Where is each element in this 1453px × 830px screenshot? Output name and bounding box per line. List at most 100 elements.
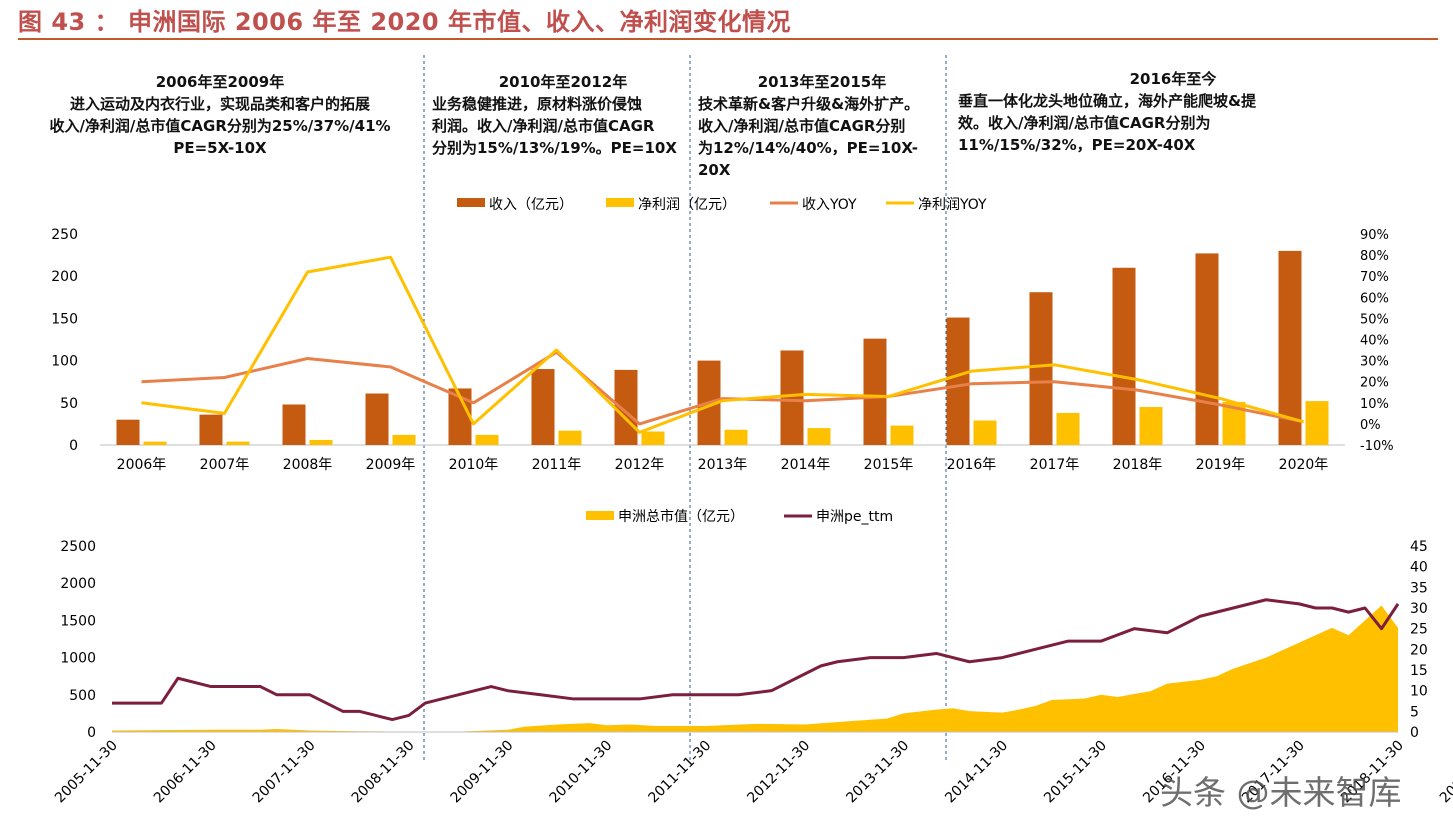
chart1-revenue-bar xyxy=(531,369,555,445)
chart2-legend-label: 申洲pe_ttm xyxy=(816,509,893,525)
chart1-category-label: 2010年 xyxy=(449,457,499,473)
chart1-left-tick-label: 150 xyxy=(51,311,78,327)
chart1-legend-swatch xyxy=(606,198,634,207)
chart1-legend-label: 净利润（亿元） xyxy=(638,197,736,213)
chart2-date-label: 2007-11-30 xyxy=(250,738,319,807)
phase-1-line-2: 收入/净利润/总市值CAGR分别为25%/37%/41% xyxy=(49,117,391,135)
chart1-revenue-bar xyxy=(863,338,887,445)
chart1-category-label: 2012年 xyxy=(615,457,665,473)
phase-4-line-1: 垂直一体化龙头地位确立，海外产能爬坡&提 xyxy=(958,92,1257,110)
figure-title: 图 43 ： 申洲国际 2006 年至 2020 年市值、收入、净利润变化情况 xyxy=(18,8,791,36)
chart1-net-profit-bar xyxy=(1056,412,1080,445)
chart1-right-tick-label: 50% xyxy=(1360,312,1389,327)
chart2-left-tick-label: 2000 xyxy=(60,576,96,592)
phase-4-line-3: 11%/15%/32%，PE=20X-40X xyxy=(958,136,1196,154)
chart2-date-label: 2014-11-30 xyxy=(942,738,1011,807)
phase-4-heading: 2016年至今 xyxy=(1129,70,1217,88)
phase-3-note: 2013年至2015年 技术革新&客户升级&海外扩产。 收入/净利润/总市值CA… xyxy=(698,71,946,181)
title-rule xyxy=(18,38,1438,40)
chart1-net-profit-bar xyxy=(143,441,167,445)
chart1-right-tick-label: 10% xyxy=(1360,397,1389,412)
chart1-category-label: 2020年 xyxy=(1279,457,1329,473)
chart2-left-tick-label: 0 xyxy=(87,725,96,741)
chart1-revenue-bar xyxy=(1029,292,1053,445)
chart1-right-tick-label: 40% xyxy=(1360,334,1389,349)
chart1-revenue-bar xyxy=(365,393,389,445)
chart1-legend-label: 收入YOY xyxy=(802,197,857,213)
chart1-revenue-bar xyxy=(448,388,472,445)
chart2-date-label: 2010-11-30 xyxy=(547,738,616,807)
chart1-category-label: 2014年 xyxy=(781,457,831,473)
chart2-date-label: 2013-11-30 xyxy=(843,738,912,807)
chart1-category-label: 2013年 xyxy=(698,457,748,473)
phase-1-heading: 2006年至2009年 xyxy=(155,73,285,91)
chart1-category-label: 2015年 xyxy=(864,457,914,473)
chart1-net-profit-bar xyxy=(475,434,499,445)
chart2-date-label: 2009-11-30 xyxy=(448,738,517,807)
chart2-right-tick-label: 15 xyxy=(1410,663,1428,679)
chart1-category-label: 2017年 xyxy=(1030,457,1080,473)
chart1-net-profit-bar xyxy=(1222,401,1246,445)
phase-2-line-3: 分别为15%/13%/19%。PE=10X xyxy=(432,139,677,157)
chart1-revenue-bar xyxy=(1278,250,1302,445)
chart1-revenue-bar xyxy=(199,414,223,445)
chart2-left-tick-label: 1500 xyxy=(60,613,96,629)
chart2-right-tick-label: 35 xyxy=(1410,580,1428,596)
chart1-left-tick-label: 100 xyxy=(51,354,78,370)
chart1-revenue-bar xyxy=(1112,267,1136,445)
chart2-left-tick-label: 1000 xyxy=(60,651,96,667)
chart1-category-label: 2011年 xyxy=(532,457,582,473)
chart1-revenue-bar xyxy=(614,369,638,445)
chart1-net-profit-bar xyxy=(392,434,416,445)
chart2-date-label: 2012-11-30 xyxy=(744,738,813,807)
chart1-net-profit-bar xyxy=(309,439,333,445)
chart2-date-label: 2019-11-30 xyxy=(1437,738,1453,807)
chart2-right-tick-label: 0 xyxy=(1410,725,1419,741)
chart1-net-profit-yoy-line xyxy=(141,255,1304,434)
chart2-market-cap-area xyxy=(112,605,1398,732)
phase-4-line-2: 效。收入/净利润/总市值CAGR分别为 xyxy=(958,114,1211,132)
phase-4-note: 2016年至今 垂直一体化龙头地位确立，海外产能爬坡&提 效。收入/净利润/总市… xyxy=(958,68,1388,156)
phase-3-heading: 2013年至2015年 xyxy=(757,73,887,91)
chart2-date-label: 2011-11-30 xyxy=(646,738,715,807)
chart2-right-tick-label: 20 xyxy=(1410,642,1428,658)
chart1-category-label: 2018年 xyxy=(1113,457,1163,473)
chart2-legend-swatch xyxy=(586,511,614,520)
chart1-category-label: 2009年 xyxy=(366,457,416,473)
chart2-date-label: 2006-11-30 xyxy=(151,738,220,807)
chart1-revenue-bar xyxy=(282,404,306,445)
chart2-date-label: 2015-11-30 xyxy=(1041,738,1110,807)
chart1-category-label: 2007年 xyxy=(200,457,250,473)
chart2-legend-label: 申洲总市值（亿元） xyxy=(618,508,744,525)
chart1-net-profit-bar xyxy=(973,420,997,445)
chart1-revenue-bar xyxy=(1195,253,1219,445)
chart1-revenue-bar xyxy=(946,317,970,445)
chart1-category-label: 2016年 xyxy=(947,457,997,473)
chart1-revenue-bar xyxy=(780,350,804,445)
chart1-net-profit-bar xyxy=(724,429,748,445)
chart1-net-profit-bar xyxy=(807,428,831,445)
chart1-net-profit-bar xyxy=(558,430,582,445)
phase-2-heading: 2010年至2012年 xyxy=(498,73,628,91)
chart2-pe-ttm-line xyxy=(112,598,1400,722)
chart1-legend-label: 收入（亿元） xyxy=(489,197,573,213)
chart2-right-tick-label: 45 xyxy=(1410,539,1428,555)
chart2-left-tick-label: 500 xyxy=(69,688,96,704)
chart1-right-tick-label: 90% xyxy=(1360,228,1389,243)
phase-3-line-3: 为12%/14%/40%，PE=10X-20X xyxy=(698,139,918,179)
chart1-category-label: 2006年 xyxy=(117,457,167,473)
phase-3-line-2: 收入/净利润/总市值CAGR分别 xyxy=(698,117,906,135)
chart1-left-tick-label: 0 xyxy=(69,438,78,454)
phase-2-line-2: 利润。收入/净利润/总市值CAGR xyxy=(432,117,655,135)
chart2-date-label: 2008-11-30 xyxy=(349,738,418,807)
chart1-right-tick-label: 80% xyxy=(1360,249,1389,264)
phase-3-line-1: 技术革新&客户升级&海外扩产。 xyxy=(698,95,920,113)
chart2-right-tick-label: 10 xyxy=(1410,684,1428,700)
chart1-right-tick-label: 70% xyxy=(1360,270,1389,285)
phase-1-line-3: PE=5X-10X xyxy=(173,139,267,157)
chart1-legend-swatch xyxy=(457,198,485,207)
chart1-revenue-yoy-line xyxy=(141,350,1304,426)
chart1-category-label: 2008年 xyxy=(283,457,333,473)
chart1-category-label: 2019年 xyxy=(1196,457,1246,473)
